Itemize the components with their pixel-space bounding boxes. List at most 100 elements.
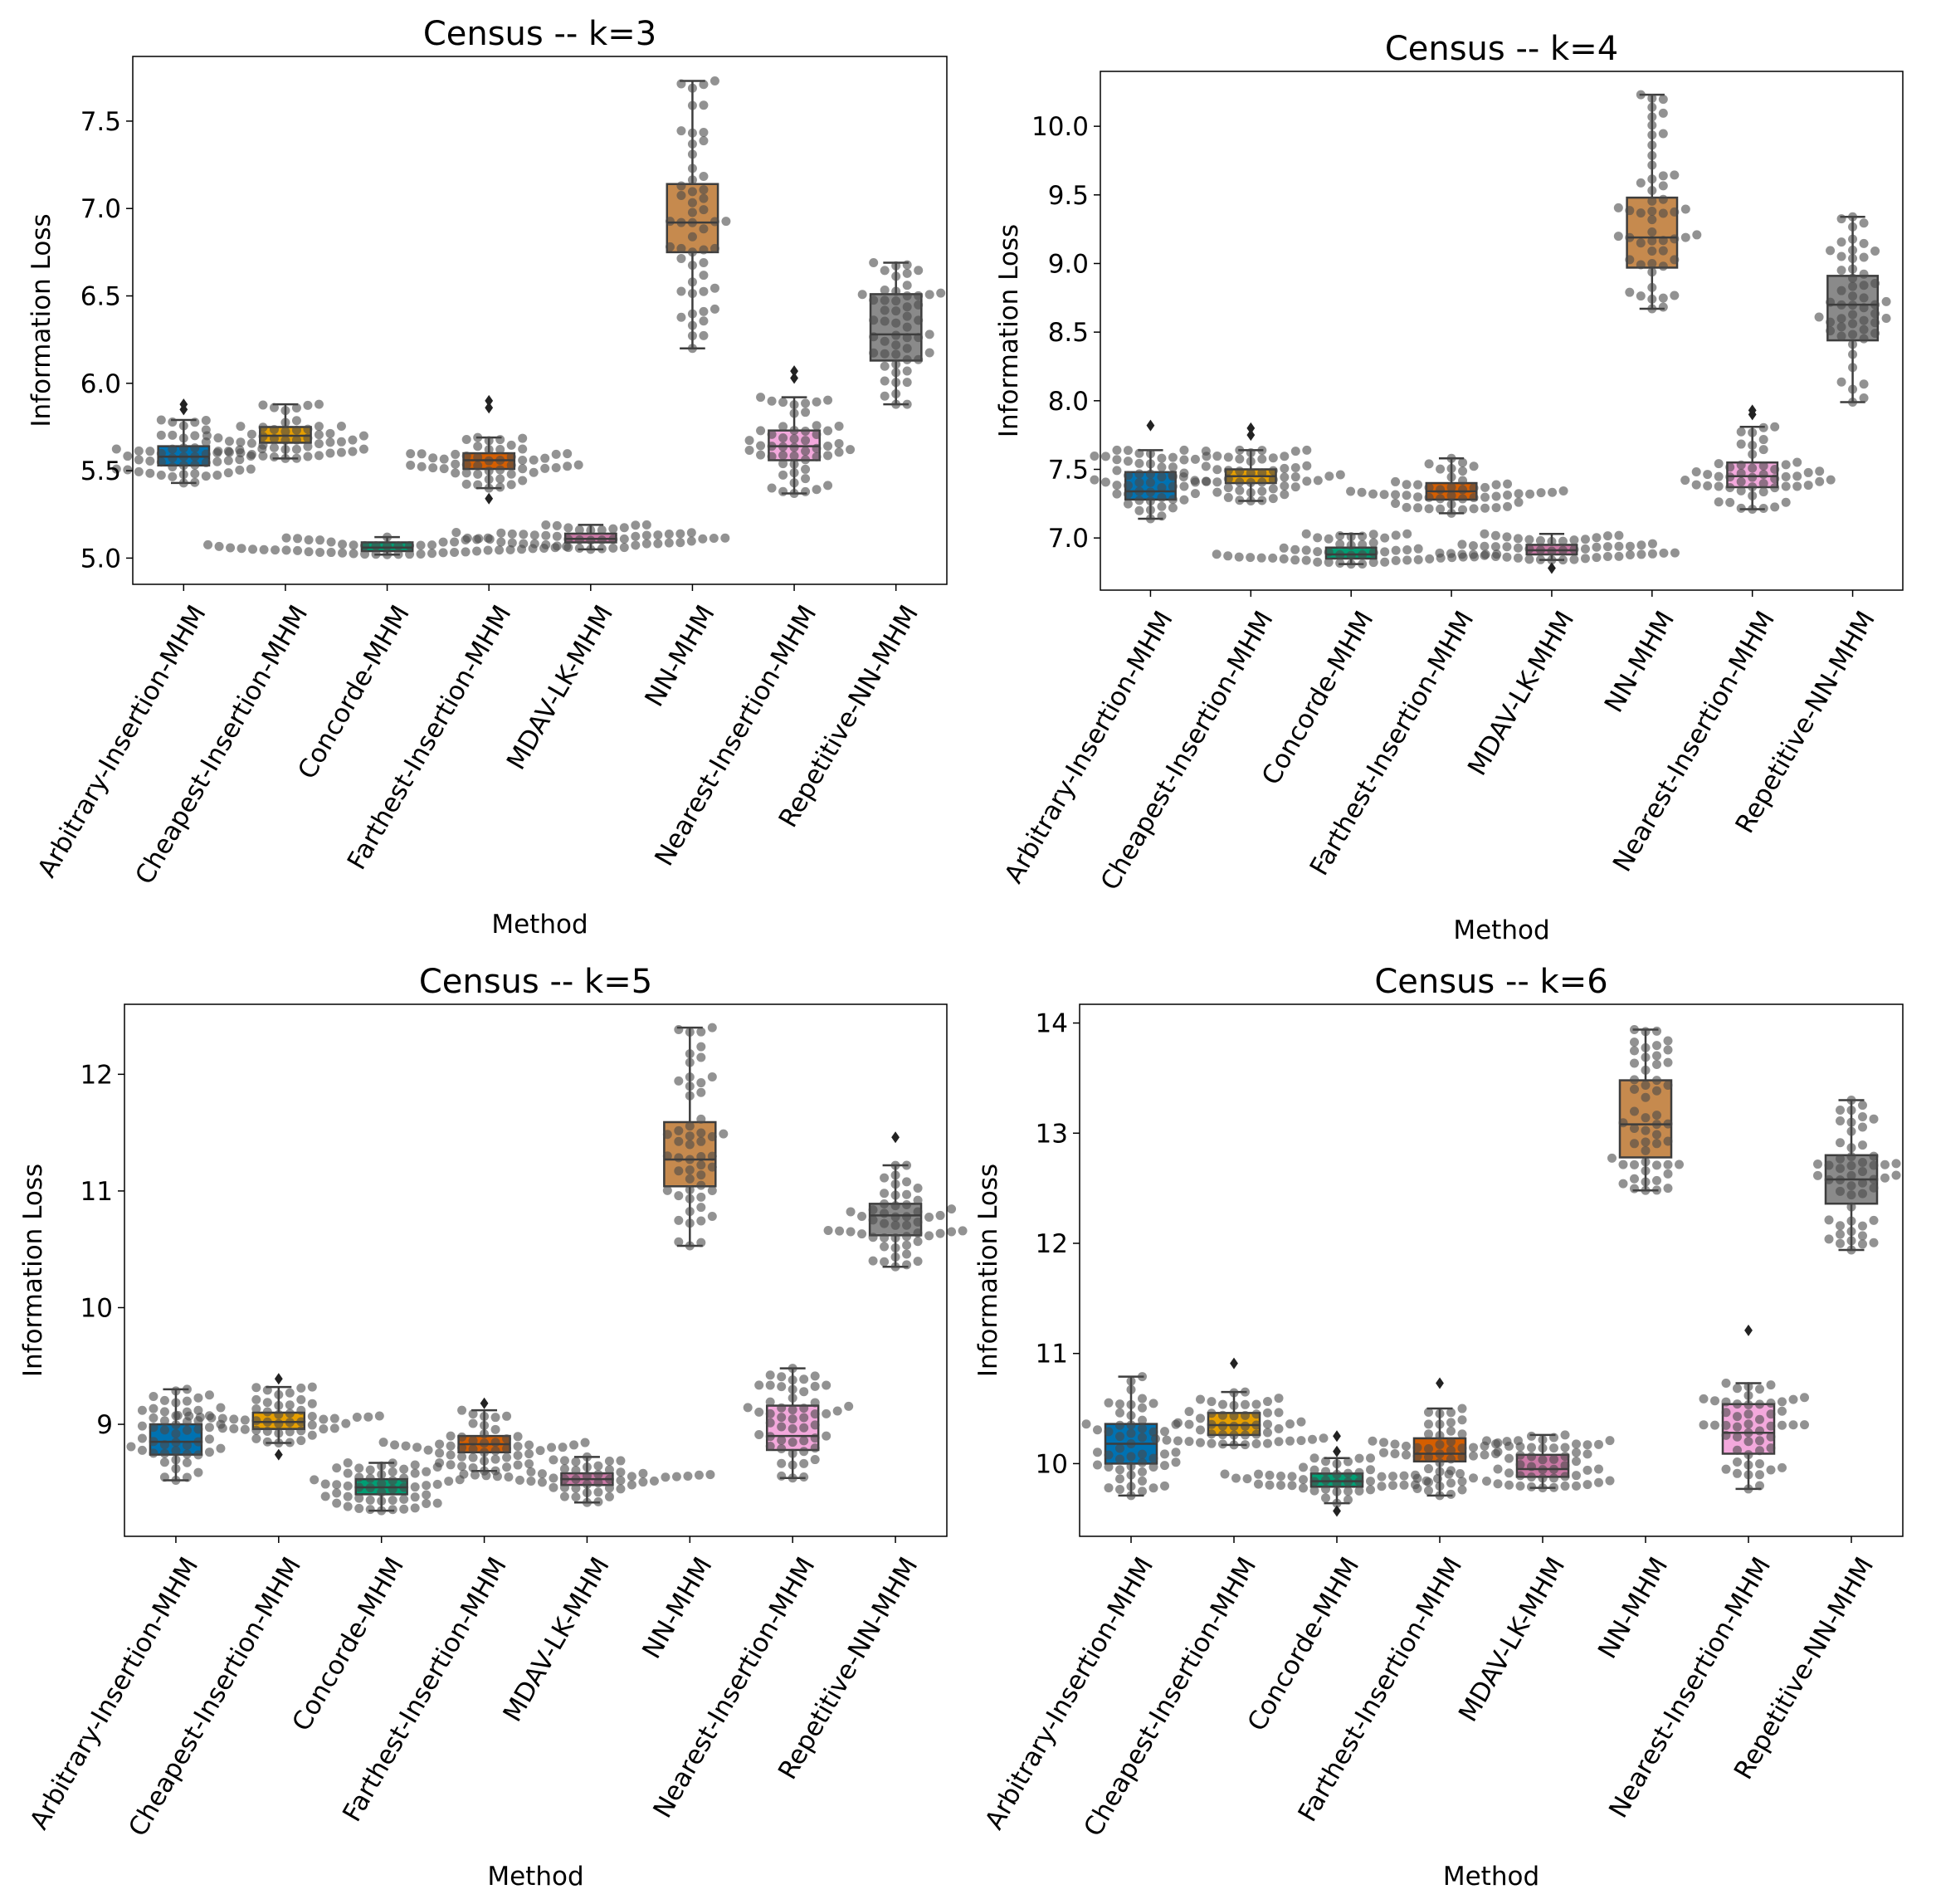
swarm-point	[687, 100, 697, 110]
y-tick-label: 6.5	[80, 282, 121, 312]
swarm-point	[685, 1057, 695, 1067]
swarm-point	[251, 1416, 261, 1426]
swarm-point	[754, 1407, 764, 1417]
swarm-point	[880, 305, 890, 315]
swarm-point	[1446, 1445, 1456, 1455]
swarm-point	[1138, 1415, 1147, 1425]
swarm-point	[789, 434, 799, 444]
swarm-point	[696, 1114, 706, 1124]
swarm-point	[1594, 1464, 1603, 1474]
swarm-point	[524, 1440, 534, 1450]
y-tick-label: 5.0	[80, 544, 121, 574]
swarm-point	[1652, 1130, 1661, 1140]
swarm-point	[1549, 1482, 1558, 1492]
swarm-point	[377, 1461, 387, 1471]
swarm-point	[1246, 456, 1256, 466]
swarm-point	[1859, 218, 1869, 228]
swarm-point	[229, 1423, 239, 1433]
x-tick-label: MDAV-LK-MHM	[497, 1552, 615, 1726]
swarm-point	[1290, 463, 1300, 473]
swarm-point	[303, 400, 313, 410]
swarm-point	[586, 544, 596, 554]
swarm-point	[1524, 544, 1534, 554]
swarm-point	[665, 217, 675, 227]
swarm-point	[810, 1443, 820, 1453]
swarm-point	[552, 541, 562, 551]
swarm-point	[685, 1028, 695, 1037]
swarm-point	[1594, 1439, 1603, 1449]
swarm-point	[182, 1440, 192, 1450]
swarm-point	[687, 83, 697, 93]
swarm-point	[822, 1408, 831, 1418]
swarm-point	[687, 164, 697, 173]
swarm-point	[789, 478, 799, 488]
swarm-point	[1235, 454, 1245, 464]
swarm-point	[473, 469, 483, 479]
swarm-point	[696, 1238, 706, 1247]
swarm-point	[480, 1456, 490, 1466]
swarm-point	[1560, 1472, 1570, 1482]
swarm-point	[1870, 318, 1880, 328]
swarm-point	[1319, 1433, 1329, 1443]
box-k6-6	[1699, 1324, 1809, 1494]
swarm-point	[1435, 1457, 1445, 1467]
swarm-point	[1207, 1429, 1217, 1439]
swarm-point	[789, 442, 799, 452]
swarm-point	[604, 1491, 614, 1501]
outlier-marker	[1744, 1324, 1753, 1336]
swarm-point	[1647, 304, 1657, 314]
swarm-point	[1755, 1399, 1764, 1409]
swarm-point	[1647, 549, 1657, 559]
swarm-point	[1502, 542, 1512, 552]
swarm-point	[1870, 246, 1880, 256]
swarm-point	[696, 1087, 706, 1097]
swarm-point	[1112, 466, 1122, 476]
swarm-point	[1480, 550, 1490, 560]
swarm-point	[156, 470, 166, 480]
swarm-point	[662, 1151, 672, 1161]
swarm-point	[676, 126, 686, 136]
swarm-point	[880, 316, 890, 326]
swarm-point	[159, 1472, 169, 1482]
swarm-point	[1636, 208, 1646, 218]
swarm-point	[1145, 505, 1155, 515]
swarm-point	[1670, 207, 1680, 217]
swarm-point	[1691, 480, 1701, 490]
swarm-point	[462, 533, 472, 543]
swarm-point	[1212, 465, 1222, 475]
swarm-point	[280, 417, 290, 427]
swarm-point	[1848, 310, 1858, 320]
swarm-point	[1758, 422, 1768, 432]
swarm-point	[502, 1443, 512, 1453]
swarm-point	[1582, 1440, 1592, 1450]
swarm-point	[801, 398, 811, 408]
swarm-point	[541, 520, 551, 530]
swarm-point	[1104, 1398, 1114, 1408]
swarm-point	[958, 1226, 968, 1236]
swarm-point	[1572, 1457, 1581, 1467]
swarm-point	[406, 449, 416, 459]
swarm-point	[1332, 1478, 1342, 1488]
swarm-point	[506, 452, 516, 461]
swarm-point	[1490, 542, 1500, 552]
swarm-point	[696, 1160, 706, 1170]
swarm-point	[1179, 495, 1189, 505]
swarm-point	[461, 460, 471, 470]
swarm-point	[291, 425, 301, 435]
swarm-point	[251, 1433, 261, 1443]
swarm-point	[788, 1460, 797, 1470]
swarm-point	[1658, 208, 1668, 218]
swarm-point	[767, 429, 777, 439]
swarm-point	[1446, 472, 1456, 482]
swarm-point	[1138, 1372, 1147, 1382]
swarm-point	[1126, 1452, 1136, 1462]
swarm-point	[1725, 483, 1735, 493]
swarm-point	[1148, 1453, 1158, 1463]
swarm-point	[1736, 476, 1746, 486]
swarm-point	[480, 1429, 490, 1439]
swarm-point	[788, 1448, 797, 1458]
swarm-point	[1290, 544, 1300, 554]
outlier-marker	[485, 402, 494, 414]
swarm-point	[320, 1479, 330, 1489]
swarm-point	[1173, 1418, 1183, 1428]
